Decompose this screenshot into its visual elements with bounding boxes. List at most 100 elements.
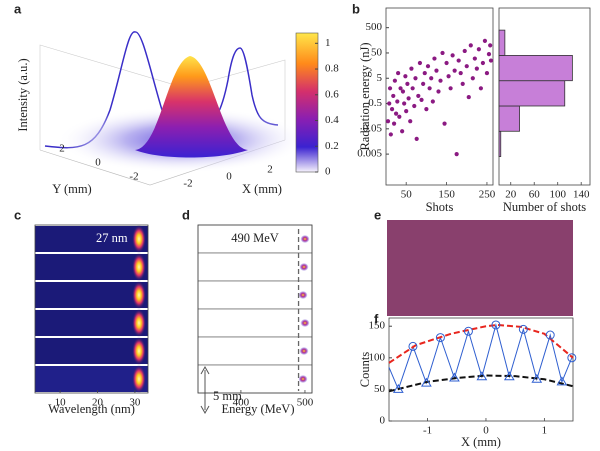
panel-label: b bbox=[352, 1, 360, 16]
scatter-point bbox=[478, 86, 483, 91]
y-axis-label: Y (mm) bbox=[52, 182, 91, 196]
z-axis-label: Intensity (a.u.) bbox=[16, 58, 30, 131]
scatter-point bbox=[456, 58, 461, 63]
trough-marker bbox=[503, 371, 515, 381]
scatter-point bbox=[462, 48, 467, 54]
y-tick-label: 0.05 bbox=[363, 122, 383, 134]
electron-spot bbox=[299, 347, 309, 355]
image-shade bbox=[387, 220, 573, 316]
x-tick-label: 2 bbox=[267, 164, 273, 176]
spectrum-peak bbox=[132, 337, 146, 365]
trough-marker bbox=[531, 373, 543, 383]
scatter-point bbox=[460, 81, 465, 86]
scatter-point bbox=[424, 107, 429, 112]
marker-label: 490 MeV bbox=[231, 231, 279, 245]
y-tick-label: -2 bbox=[129, 171, 138, 183]
scatter-point bbox=[466, 94, 471, 100]
scatter-point bbox=[425, 64, 431, 69]
x-tick-label: 400 bbox=[233, 397, 250, 409]
x-axis-label: Wavelength (nm) bbox=[48, 402, 135, 416]
x-tick-label: 60 bbox=[529, 189, 541, 201]
peak-marker bbox=[491, 320, 501, 330]
screen-box bbox=[197, 280, 313, 310]
histogram-bar bbox=[498, 29, 506, 56]
y-tick-label: 0.5 bbox=[368, 97, 382, 109]
panel-label: c bbox=[14, 207, 21, 222]
trough-marker bbox=[476, 371, 488, 381]
scatter-point bbox=[395, 99, 400, 104]
scatter-point bbox=[405, 81, 410, 86]
histogram-bar bbox=[498, 55, 573, 82]
trough-marker bbox=[421, 377, 432, 387]
scatter-point bbox=[486, 52, 492, 57]
y-tick-label: 0.005 bbox=[357, 148, 382, 160]
scatter-point bbox=[389, 107, 395, 112]
x-tick-label: 100 bbox=[549, 189, 566, 201]
panel-label: a bbox=[14, 1, 22, 16]
scatter-point bbox=[480, 60, 486, 66]
scatter-point bbox=[488, 43, 493, 48]
trough-marker bbox=[392, 383, 404, 393]
colorbar-tick-label: 0.8 bbox=[325, 63, 339, 75]
x-tick-label: 250 bbox=[479, 189, 496, 201]
spectrum-row bbox=[35, 366, 148, 392]
scatter-point bbox=[387, 86, 393, 91]
scatter-point bbox=[422, 70, 427, 76]
spectrum-row bbox=[35, 254, 148, 280]
electron-spot bbox=[298, 375, 308, 383]
scale-label: 5 mm bbox=[213, 389, 242, 403]
peak-marker bbox=[518, 324, 528, 334]
scatter-point bbox=[482, 38, 488, 43]
x-tick-label: -1 bbox=[423, 425, 432, 437]
electron-spot bbox=[300, 235, 310, 243]
scatter-point bbox=[440, 50, 445, 56]
scatter-point bbox=[421, 81, 426, 86]
scatter-point bbox=[442, 121, 447, 126]
histogram-bar bbox=[498, 105, 520, 132]
spectrum-row bbox=[35, 282, 148, 308]
spectrum-row bbox=[35, 226, 148, 252]
plot-frame bbox=[197, 224, 313, 394]
plot-frame bbox=[34, 224, 149, 394]
panel-label: d bbox=[182, 207, 190, 222]
scatter-point bbox=[400, 89, 406, 94]
x-tick-label: 500 bbox=[297, 397, 314, 409]
spectrum-peak bbox=[132, 365, 146, 393]
scatter-point bbox=[464, 64, 469, 69]
electron-spot bbox=[299, 263, 309, 271]
peak-marker bbox=[567, 353, 577, 363]
scatter-point bbox=[474, 66, 479, 71]
scatter-point bbox=[446, 74, 451, 79]
x-tick-label: 30 bbox=[129, 397, 141, 409]
spectrum-peak bbox=[132, 281, 146, 309]
colorbar-tick-label: 0 bbox=[325, 166, 331, 178]
x-tick-label: 20 bbox=[505, 189, 517, 201]
spectrum-peak bbox=[132, 253, 146, 281]
scatter-point bbox=[438, 78, 443, 83]
scatter-point bbox=[410, 86, 415, 91]
scatter-point bbox=[450, 53, 455, 58]
scatter-point bbox=[429, 76, 434, 81]
scatter-point bbox=[417, 60, 423, 66]
scatter-point bbox=[396, 70, 401, 76]
scatter-point bbox=[406, 96, 411, 101]
colorbar bbox=[295, 32, 319, 173]
scatter-point bbox=[412, 103, 417, 109]
spectrum-row bbox=[35, 338, 148, 364]
scatter-point bbox=[454, 152, 459, 157]
peak-marker bbox=[408, 341, 418, 351]
annotation: 27 nm bbox=[96, 231, 128, 245]
panel-label: f bbox=[374, 311, 379, 326]
envelope-line bbox=[388, 374, 574, 393]
x-tick-label: 0 bbox=[226, 171, 232, 183]
scatter-point bbox=[452, 68, 457, 73]
scatter-point bbox=[388, 132, 393, 137]
scatter-point bbox=[419, 97, 424, 102]
trough-marker bbox=[449, 372, 460, 382]
x-tick-label: 50 bbox=[401, 189, 413, 201]
scatter-point bbox=[430, 99, 435, 104]
screen-box bbox=[197, 336, 313, 366]
scatter-point bbox=[444, 60, 449, 66]
scatter-point bbox=[409, 66, 414, 71]
